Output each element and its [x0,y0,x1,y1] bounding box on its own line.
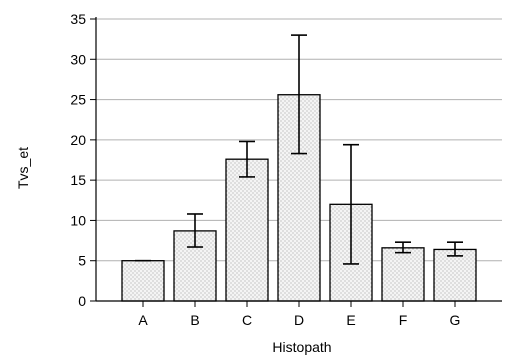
y-tick-label: 35 [70,11,86,27]
bar [225,158,269,302]
x-tick-label: D [294,312,304,328]
bar [121,260,165,302]
y-tick-label: 10 [70,212,86,228]
y-tick-label: 25 [70,92,86,108]
axes [90,17,502,307]
y-tick-label: 20 [70,132,86,148]
error-bars [135,34,463,265]
y-tick-label: 5 [78,253,86,269]
x-tick-label: A [138,312,148,328]
bar [381,247,425,302]
y-tick-label: 0 [78,293,86,309]
y-axis-title: Tvs_et [15,147,31,189]
x-tick-label: C [242,312,252,328]
y-tick-label: 15 [70,172,86,188]
x-tick-label: F [399,312,408,328]
tick-labels: 0 5 10 15 20 25 30 35 A B C D E F G [70,11,460,328]
x-axis-title: Histopath [272,339,331,355]
x-tick-label: E [346,312,355,328]
x-tick-label: B [190,312,199,328]
bar [433,248,477,302]
y-tick-label: 30 [70,51,86,67]
x-tick-label: G [450,312,461,328]
